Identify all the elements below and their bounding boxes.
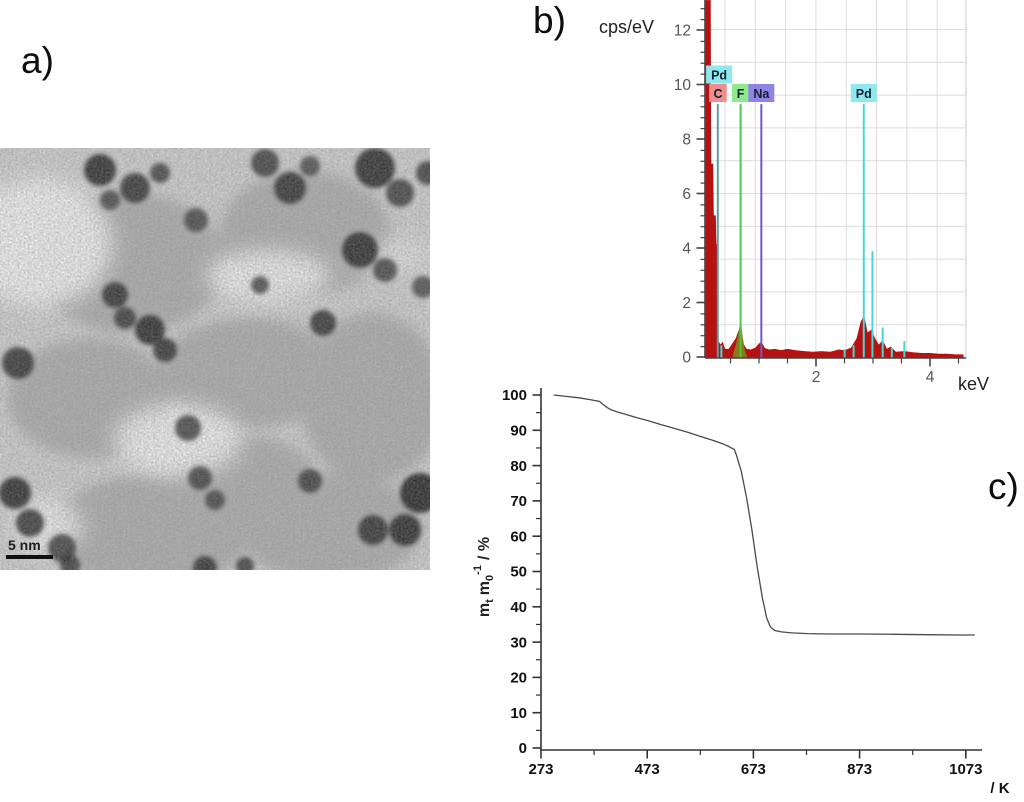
svg-text:Pd: Pd xyxy=(856,87,872,101)
tga-y-tick-label: 60 xyxy=(510,528,527,545)
edx-y-tick-label: 10 xyxy=(674,77,692,94)
edx-y-axis-unit: cps/eV xyxy=(599,17,654,37)
tga-x-tick-label: 873 xyxy=(847,761,872,778)
edx-axes xyxy=(696,0,966,367)
panel-c-label: c) xyxy=(988,466,1019,507)
svg-text:C: C xyxy=(713,87,722,101)
tga-x-tick-label: 1073 xyxy=(949,761,982,778)
tem-scale-bar xyxy=(6,555,53,559)
tga-y-tick-label: 50 xyxy=(510,564,527,581)
svg-text:Na: Na xyxy=(753,87,770,101)
tem-image: 5 nm xyxy=(0,148,430,570)
edx-y-tick-label: 2 xyxy=(682,295,691,312)
edx-gridlines xyxy=(705,0,967,358)
edx-element-marker-lines xyxy=(716,104,906,358)
tga-y-tick-label: 10 xyxy=(510,705,527,722)
edx-y-tick-label: 8 xyxy=(682,132,691,149)
edx-series-spectrum xyxy=(705,0,964,358)
tga-y-tick-label: 90 xyxy=(510,423,527,440)
edx-y-tick-label: 6 xyxy=(682,186,691,203)
tga-x-tick-label: 473 xyxy=(635,761,660,778)
panel-b-label: b) xyxy=(533,0,566,41)
tga-x-axis-unit: / K xyxy=(990,780,1009,797)
edx-tick-labels: 12 10 8 6 4 2 0 2 4 xyxy=(674,23,935,387)
panel-a-label: a) xyxy=(21,40,54,81)
edx-x-axis-unit: keV xyxy=(958,374,989,394)
tga-mass-curve xyxy=(553,394,975,636)
edx-element-label-boxes: Pd C F Na Pd xyxy=(706,65,877,102)
edx-x-tick-label: 2 xyxy=(812,369,821,386)
tga-x-tick-label: 673 xyxy=(741,761,766,778)
edx-spectrum-trace xyxy=(705,0,964,358)
tem-fine-grain xyxy=(0,148,430,570)
edx-chart: 12 10 8 6 4 2 0 2 4 Pd C F Na Pd cps/eV keV xyxy=(599,0,989,394)
edx-y-tick-label: 4 xyxy=(682,241,691,258)
tga-axes xyxy=(532,388,982,759)
tga-y-tick-label: 100 xyxy=(502,387,527,404)
element-label-na: Na xyxy=(748,84,775,102)
element-label-pd: Pd xyxy=(706,65,733,84)
tga-y-tick-label: 30 xyxy=(510,634,527,651)
tga-x-tick-label: 273 xyxy=(528,761,553,778)
svg-text:Pd: Pd xyxy=(711,68,727,82)
tga-y-tick-label: 70 xyxy=(510,493,527,510)
tem-scale-bar-label: 5 nm xyxy=(8,537,41,553)
tga-y-tick-label: 40 xyxy=(510,599,527,616)
element-label-c: C xyxy=(709,84,727,102)
edx-y-tick-label: 12 xyxy=(674,23,691,40)
svg-text:F: F xyxy=(737,87,745,101)
edx-y-tick-label: 0 xyxy=(682,350,691,367)
tga-y-tick-label: 80 xyxy=(510,458,527,475)
tga-y-tick-label: 20 xyxy=(510,670,527,687)
element-label-pd: Pd xyxy=(850,84,877,102)
edx-x-tick-label: 4 xyxy=(926,369,935,386)
tga-y-axis-label: mtm0-1/ % xyxy=(472,537,496,617)
tga-series-relative-mass xyxy=(553,394,975,636)
element-label-f: F xyxy=(731,84,750,102)
tga-y-tick-label: 0 xyxy=(519,740,527,757)
